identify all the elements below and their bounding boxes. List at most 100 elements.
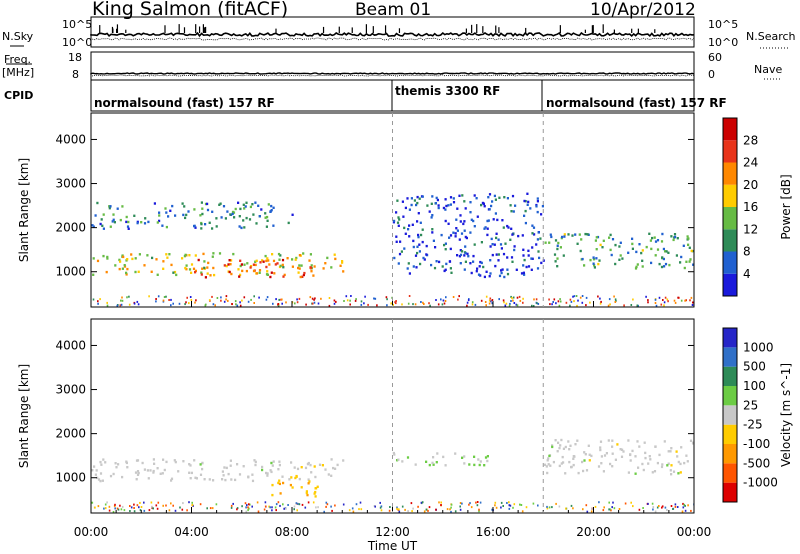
power-data-clutter — [106, 304, 109, 307]
power-data-cell-band0 — [225, 264, 228, 268]
vel-data-cell-band3 — [549, 464, 552, 467]
power-data-cell-band4 — [442, 206, 445, 210]
power-data-clutter — [133, 302, 136, 305]
vel-data-cell-band3 — [564, 472, 567, 475]
vel-data-cell-band3 — [629, 453, 632, 456]
vel-data-cell-band3 — [669, 469, 672, 472]
velocity-colorbar-label: Velocity [m s^-1] — [779, 363, 793, 467]
power-data-cell-band4 — [415, 203, 418, 207]
velocity-ytick-label: 4000 — [55, 338, 86, 352]
vel-data-cell-band3 — [585, 469, 589, 472]
power-data-clutter — [647, 301, 649, 304]
vel-data-cell-band0 — [152, 471, 155, 474]
vel-data-clutter — [129, 510, 131, 512]
power-data-cell-band4 — [408, 235, 411, 238]
power-data-clutter — [457, 298, 459, 301]
power-data-cell-band0 — [218, 252, 222, 255]
vel-data-clutter — [182, 502, 184, 505]
power-colorbar-swatch — [723, 184, 737, 207]
power-data-clutter — [277, 303, 279, 305]
nsearch-label: N.Search — [746, 30, 796, 43]
vel-data-cell-band3 — [631, 449, 634, 453]
power-data-clutter — [673, 299, 676, 302]
power-data-clutter — [186, 296, 188, 299]
power-data-cell-band2 — [185, 213, 188, 217]
power-data-clutter — [120, 299, 122, 302]
power-data-clutter — [374, 297, 377, 300]
vel-data-cell-band0 — [327, 473, 330, 476]
vel-data-cell-band0 — [310, 471, 313, 474]
vel-data-clutter — [396, 507, 398, 510]
power-data-clutter — [536, 302, 538, 305]
power-data-cell-band0 — [302, 252, 305, 255]
power-data-cell-band3 — [592, 258, 596, 261]
power-data-cell-band2 — [109, 225, 112, 228]
vel-data-clutter — [674, 505, 677, 508]
power-data-cell-band3 — [554, 239, 558, 242]
power-data-cell-band3 — [641, 249, 644, 252]
vel-data-cell-band2 — [486, 459, 489, 463]
vel-data-cell-band2 — [436, 452, 439, 455]
power-data-clutter — [599, 297, 601, 300]
vel-data-cell-band0 — [126, 466, 129, 469]
power-data-cell-band2 — [200, 227, 203, 230]
vel-data-clutter — [546, 505, 548, 508]
vel-data-cell-band3 — [559, 444, 562, 447]
power-data-cell-band0 — [266, 270, 269, 273]
vel-data-clutter — [551, 506, 553, 509]
power-data-cell-band4 — [431, 214, 434, 217]
power-data-cell-band4 — [497, 259, 500, 262]
power-data-cell-band2 — [199, 214, 202, 217]
vel-data-cell-band0 — [149, 469, 152, 472]
vel-data-cell-band1 — [294, 476, 297, 480]
power-data-clutter — [577, 299, 579, 302]
vel-data-clutter — [256, 501, 259, 504]
power-data-clutter — [360, 303, 363, 306]
vel-data-cell-band3 — [548, 454, 551, 458]
power-data-cell-band4 — [460, 232, 464, 235]
power-data-cell-band4 — [467, 255, 470, 258]
vel-data-cell-band0 — [330, 474, 333, 477]
power-data-cell-band0 — [190, 263, 194, 266]
power-data-cell-band2 — [102, 227, 105, 230]
power-data-clutter — [655, 304, 658, 307]
strip-traces — [90, 24, 695, 77]
power-data-cell-band4 — [459, 262, 462, 265]
power-data-cell-band0 — [138, 253, 141, 256]
power-data-cell-band4 — [524, 209, 527, 213]
vel-data-clutter — [590, 510, 593, 513]
vel-data-clutter — [380, 505, 383, 508]
vel-data-cell-band0 — [95, 469, 98, 472]
power-data-clutter — [333, 302, 336, 305]
power-data-cell-band3 — [584, 232, 587, 236]
vel-data-clutter — [283, 507, 285, 510]
power-data-cell-band4 — [397, 224, 400, 227]
vel-data-cell-band3 — [574, 443, 577, 446]
power-data-clutter — [572, 295, 574, 298]
power-data-clutter — [504, 304, 507, 307]
power-data-clutter — [314, 297, 316, 300]
vel-data-cell-band3 — [656, 461, 659, 465]
power-data-cell-band3 — [589, 258, 592, 262]
nave-tick-top: 60 — [708, 51, 722, 64]
vel-data-clutter — [114, 507, 116, 510]
power-data-cell-band4 — [523, 273, 526, 276]
power-data-clutter — [558, 304, 561, 307]
power-data-cell-band1 — [240, 263, 243, 266]
vel-data-cell-band2 — [428, 463, 431, 467]
power-colorbar-tick-label: 28 — [743, 133, 758, 147]
power-data-cell-band4 — [459, 249, 462, 252]
power-data-clutter — [349, 299, 351, 302]
power-data-cell-band2 — [92, 225, 95, 228]
cpid-label: CPID — [4, 89, 34, 102]
power-data-cell-band4 — [522, 271, 525, 274]
power-data-cell-band4 — [425, 253, 428, 256]
power-data-cell-band4 — [536, 197, 539, 200]
power-data-clutter — [491, 302, 493, 305]
vel-data-cell-band0 — [152, 469, 155, 473]
power-data-cell-band3 — [676, 237, 679, 240]
power-data-clutter — [512, 299, 514, 302]
power-data-clutter — [515, 303, 518, 306]
power-data-cell-band3 — [581, 257, 584, 261]
power-data-clutter — [92, 298, 95, 301]
